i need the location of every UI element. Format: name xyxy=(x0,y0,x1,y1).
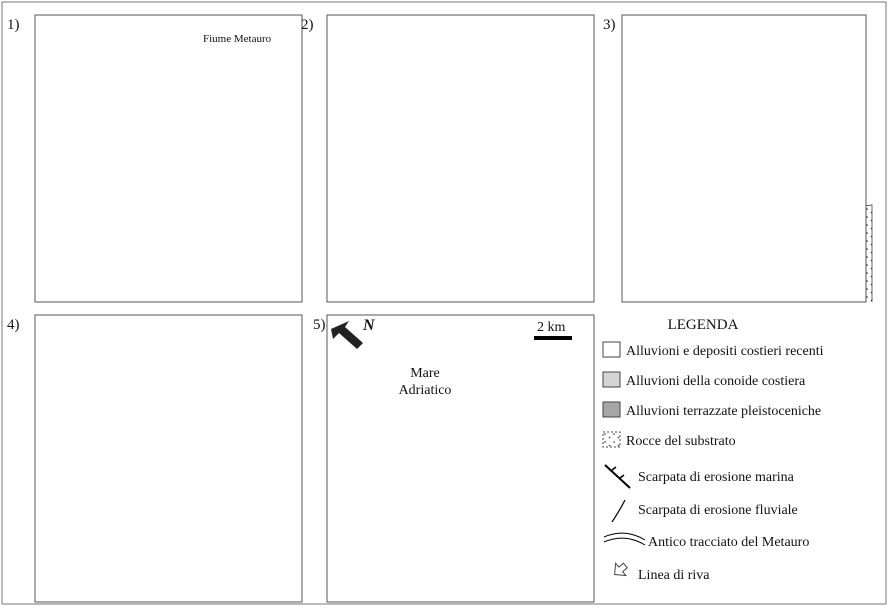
frame xyxy=(327,315,594,602)
panel-label: 2) xyxy=(301,17,314,33)
panel-1: 1) Fiume Metauro xyxy=(7,15,307,307)
panel-2: 2) xyxy=(301,15,599,307)
panel-3: 3) xyxy=(603,15,872,307)
sea-label: Mare xyxy=(410,366,440,381)
panel-label: 4) xyxy=(7,317,20,333)
legend-label: Alluvioni e depositi costieri recenti xyxy=(626,344,824,359)
figure: 1) Fiume Metauro 2) 3) 4) 5) N 2 k xyxy=(0,0,888,606)
sea-label: Adriatico xyxy=(399,383,452,398)
legend-title: LEGENDA xyxy=(668,317,739,333)
legend-swatch xyxy=(603,372,620,387)
frame xyxy=(327,15,594,302)
legend-label: Scarpata di erosione fluviale xyxy=(638,503,798,518)
legend-label: Linea di riva xyxy=(638,568,710,583)
legend-label: Rocce del substrato xyxy=(626,434,736,449)
frame xyxy=(35,315,302,602)
panel-4: 4) xyxy=(7,315,307,606)
legend-label: Antico tracciato del Metauro xyxy=(648,535,809,550)
legend-swatch xyxy=(603,342,620,357)
panel-label: 5) xyxy=(313,317,326,333)
frame xyxy=(622,15,866,302)
legend-label: Alluvioni della conoide costiera xyxy=(626,374,806,389)
river-label: Fiume Metauro xyxy=(203,33,272,45)
panel-label: 3) xyxy=(603,17,616,33)
legend-swatch xyxy=(603,432,620,447)
scale-label: 2 km xyxy=(537,320,566,335)
scale-bar xyxy=(534,336,572,340)
legend-label: Alluvioni terrazzate pleistoceniche xyxy=(626,404,821,419)
frame xyxy=(35,15,302,302)
panel-5: 5) N 2 km Mare Adriatico xyxy=(313,315,599,606)
legend-label: Scarpata di erosione marina xyxy=(638,470,795,485)
north-label: N xyxy=(362,317,376,334)
legend-swatch xyxy=(603,402,620,417)
panel-label: 1) xyxy=(7,17,20,33)
